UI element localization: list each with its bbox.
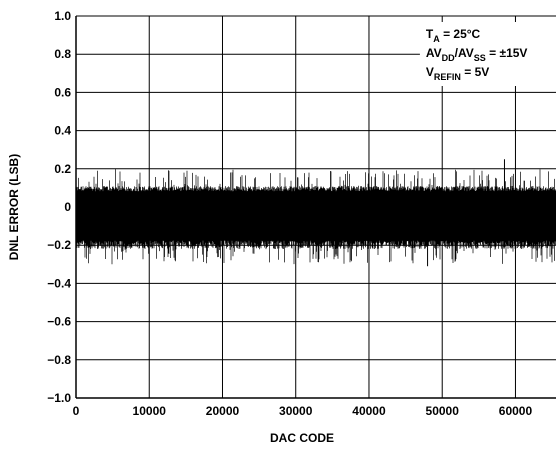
x-tick-label: 10000 bbox=[133, 404, 167, 418]
annotation: TA = 25°C AVDD/AVSS = ±15V VREFIN = 5V bbox=[426, 27, 528, 82]
y-tick-label: 0.6 bbox=[54, 85, 71, 99]
x-tick-label: 20000 bbox=[206, 404, 240, 418]
annotation-supply: AVDD/AVSS = ±15V bbox=[426, 46, 528, 63]
y-tick-label: 0.2 bbox=[54, 162, 71, 176]
x-tick-label: 40000 bbox=[352, 404, 386, 418]
x-tick-label: 50000 bbox=[426, 404, 460, 418]
y-tick-label: 0.4 bbox=[54, 124, 71, 138]
annotation-reference: VREFIN = 5V bbox=[426, 65, 489, 82]
annotation-background bbox=[419, 22, 556, 86]
y-tick-label: −0.6 bbox=[47, 315, 71, 329]
x-tick-label: 0 bbox=[73, 404, 80, 418]
dnl-trace bbox=[75, 159, 556, 267]
y-tick-label: −0.4 bbox=[47, 276, 71, 290]
dnl-noise-band bbox=[75, 169, 556, 265]
x-tick-label: 60000 bbox=[499, 404, 533, 418]
y-tick-label: 0 bbox=[64, 200, 71, 214]
y-tick-label: −0.8 bbox=[47, 353, 71, 367]
y-tick-label: 1.0 bbox=[54, 9, 71, 23]
y-tick-label: 0.8 bbox=[54, 47, 71, 61]
x-axis-title: DAC CODE bbox=[270, 431, 334, 445]
y-axis-title: DNL ERROR (LSB) bbox=[7, 154, 21, 260]
x-tick-label: 30000 bbox=[279, 404, 313, 418]
tick-labels: 0 10000 20000 30000 40000 50000 60000 1.0 0.8 0.6… bbox=[47, 9, 532, 418]
annotation-temperature: TA = 25°C bbox=[426, 27, 481, 44]
y-tick-label: −0.2 bbox=[47, 238, 71, 252]
y-tick-label: −1.0 bbox=[47, 391, 71, 405]
